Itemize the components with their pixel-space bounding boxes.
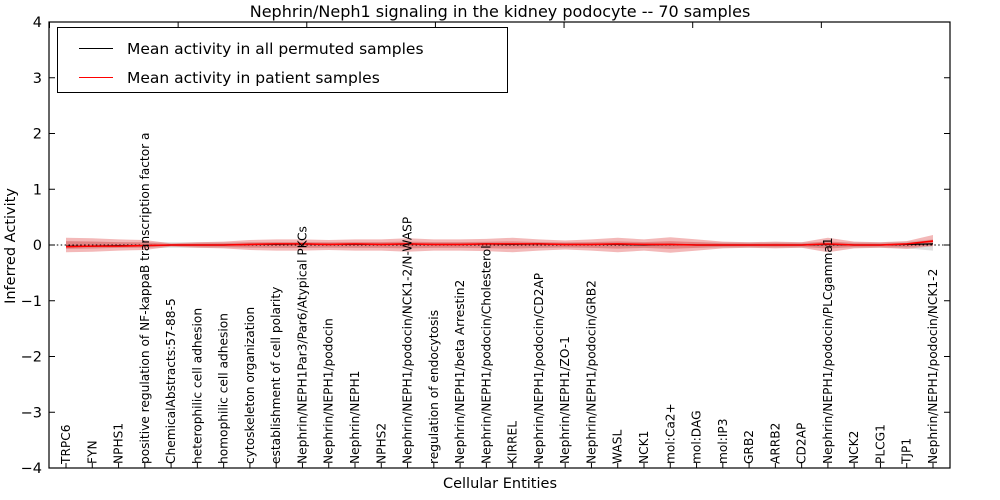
x-tick-label: Nephrin/NEPH1/podocin/CD2AP (532, 273, 546, 464)
x-tick-label: Nephrin/NEPH1/podocin/NCK1-2 (926, 269, 940, 464)
y-tick-label: 1 (33, 182, 42, 198)
legend-item-permuted: Mean activity in all permuted samples (70, 34, 507, 63)
x-tick-label: ChemicalAbstracts:57-88-5 (164, 298, 178, 464)
x-tick-label: establishment of cell polarity (269, 287, 283, 464)
y-tick-label: −4 (21, 461, 42, 477)
x-tick-label: mol:IP3 (716, 418, 730, 464)
x-tick-label: NPHS1 (112, 423, 126, 464)
x-tick-label: Nephrin/NEPH1/podocin (322, 318, 336, 464)
y-tick-label: 2 (33, 127, 42, 143)
y-tick-label: −1 (21, 294, 42, 310)
x-tick-label: positive regulation of NF-kappaB transcr… (138, 132, 152, 464)
x-tick-label: Nephrin/NEPH1/podocin/Cholesterol (479, 245, 493, 464)
patient-mean-line (65, 240, 934, 248)
x-tick-label: Nephrin/NEPH1Par3/Par6/Atypical PKCs (295, 226, 309, 464)
x-tick-label: NCK2 (847, 431, 861, 464)
y-tick-label: 4 (33, 15, 42, 31)
x-tick-label: FYN (85, 440, 99, 464)
x-tick-label: NPHS2 (374, 423, 388, 464)
x-tick-label: WASL (611, 430, 625, 464)
x-tick-label: KIRREL (506, 421, 520, 464)
x-tick-label: regulation of endocytosis (427, 310, 441, 464)
x-tick-label: Nephrin/NEPH1/podocin/GRB2 (584, 280, 598, 464)
legend-item-patient: Mean activity in patient samples (70, 63, 507, 92)
legend: Mean activity in all permuted samples Me… (57, 27, 508, 93)
x-tick-label: TRPC6 (59, 424, 73, 465)
x-tick-label: homophilic cell adhesion (217, 313, 231, 464)
legend-label-patient: Mean activity in patient samples (127, 68, 380, 87)
x-tick-label: Nephrin/NEPH1/ZO-1 (558, 336, 572, 464)
legend-line-red-icon (79, 77, 113, 78)
x-tick-label: Nephrin/NEPH1 (348, 371, 362, 464)
y-tick-label: 3 (33, 71, 42, 87)
x-tick-label: mol:Ca2+ (663, 403, 677, 464)
axis-ticks (49, 21, 951, 469)
x-tick-label: heterophilic cell adhesion (190, 308, 204, 464)
x-tick-label: GRB2 (742, 430, 756, 464)
permuted-band (66, 239, 933, 251)
x-tick-label: PLCG1 (873, 424, 887, 464)
chart-title: Nephrin/Neph1 signaling in the kidney po… (249, 2, 751, 21)
x-tick-label: mol:DAG (690, 410, 704, 464)
x-tick-label: CD2AP (795, 423, 809, 464)
x-axis-label: Cellular Entities (442, 476, 558, 492)
x-tick-label: Nephrin/NEPH1/beta Arrestin2 (453, 280, 467, 464)
x-tick-label: Nephrin/NEPH1/podocin/NCK1-2/N-WASP (401, 217, 415, 464)
x-tick-label: TJP1 (900, 438, 914, 465)
x-tick-label: ARRB2 (768, 423, 782, 464)
legend-line-black-icon (79, 48, 113, 49)
y-tick-labels: 4 3 2 1 0 −1 −2 −3 −4 (21, 15, 42, 477)
y-tick-label: −2 (21, 350, 42, 366)
y-tick-label: 0 (33, 238, 42, 254)
x-tick-label: Nephrin/NEPH1/podocin/PLCgamma1 (821, 237, 835, 464)
legend-label-permuted: Mean activity in all permuted samples (127, 39, 424, 58)
x-tick-labels: TRPC6 FYN NPHS1 positive regulation of NF-k… (59, 132, 940, 465)
x-tick-label: NCK1 (637, 431, 651, 464)
x-tick-label: cytoskeleton organization (243, 307, 257, 464)
y-tick-label: −3 (21, 405, 42, 421)
